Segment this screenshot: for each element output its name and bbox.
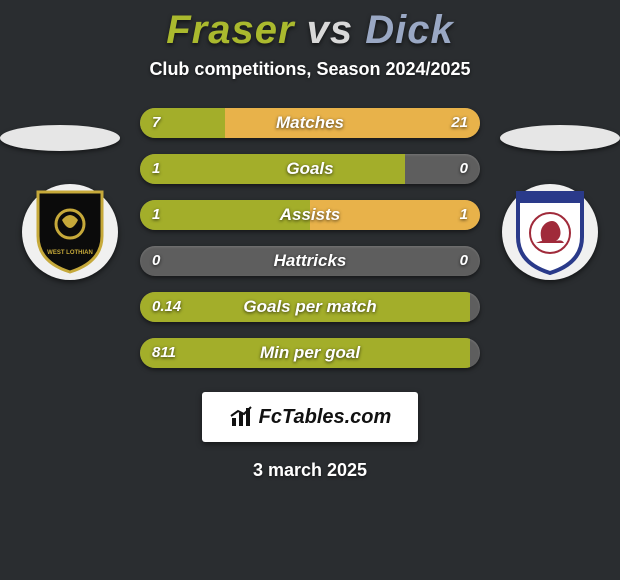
comparison-card: Fraser vs Dick Club competitions, Season… bbox=[0, 0, 620, 481]
stat-row: 811Min per goal bbox=[140, 338, 480, 368]
stat-fill-right bbox=[310, 200, 480, 230]
stat-value-left: 0 bbox=[152, 246, 160, 276]
title-player-right: Dick bbox=[365, 8, 454, 52]
stat-label: Hattricks bbox=[140, 246, 480, 276]
stat-value-left: 1 bbox=[152, 200, 160, 230]
stat-value-right: 0 bbox=[460, 154, 468, 184]
title-vs: vs bbox=[307, 8, 354, 52]
stat-value-right: 1 bbox=[460, 200, 468, 230]
stat-row: 11Assists bbox=[140, 200, 480, 230]
stat-fill-right bbox=[225, 108, 480, 138]
stat-value-right: 21 bbox=[451, 108, 468, 138]
stat-value-left: 7 bbox=[152, 108, 160, 138]
subtitle: Club competitions, Season 2024/2025 bbox=[0, 59, 620, 80]
stat-value-left: 1 bbox=[152, 154, 160, 184]
stat-value-left: 811 bbox=[152, 338, 176, 368]
stat-row: 0.14Goals per match bbox=[140, 292, 480, 322]
stat-row: 0 0Hattricks bbox=[140, 246, 480, 276]
brand-link[interactable]: FcTables.com bbox=[202, 392, 418, 442]
date-label: 3 march 2025 bbox=[0, 460, 620, 481]
stats-list: 721Matches10Goals11Assists00Hattricks0.1… bbox=[0, 108, 620, 368]
stat-fill-left bbox=[140, 292, 470, 322]
stat-value-left: 0.14 bbox=[152, 292, 181, 322]
title-player-left: Fraser bbox=[166, 8, 294, 52]
stat-fill-left bbox=[140, 154, 405, 184]
brand-text: FcTables.com bbox=[259, 406, 392, 429]
stat-row: 721Matches bbox=[140, 108, 480, 138]
stat-value-right: 0 bbox=[460, 246, 468, 276]
chart-icon bbox=[229, 405, 253, 429]
page-title: Fraser vs Dick bbox=[0, 8, 620, 53]
stat-fill-left bbox=[140, 200, 310, 230]
stat-row: 10Goals bbox=[140, 154, 480, 184]
stat-fill-left bbox=[140, 338, 470, 368]
